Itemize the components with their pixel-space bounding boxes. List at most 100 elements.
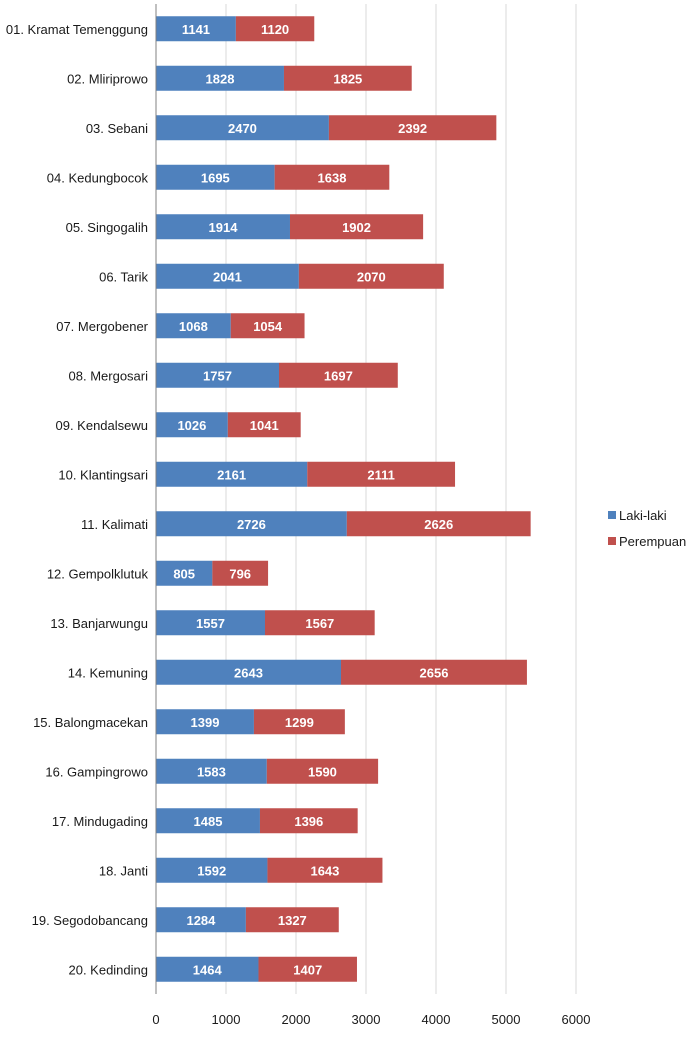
data-label-laki-laki-9: 1026 <box>177 418 206 433</box>
data-label-laki-laki-17: 1485 <box>194 814 223 829</box>
data-label-perempuan-18: 1643 <box>310 863 339 878</box>
category-label-1: 01. Kramat Temenggung <box>6 22 148 37</box>
data-label-laki-laki-5: 1914 <box>209 220 239 235</box>
bar-laki-laki-15 <box>156 709 254 735</box>
legend-label-laki-laki: Laki-laki <box>619 507 667 523</box>
data-label-laki-laki-15: 1399 <box>191 715 220 730</box>
bar-laki-laki-12 <box>156 560 213 586</box>
data-label-perempuan-5: 1902 <box>342 220 371 235</box>
data-label-laki-laki-8: 1757 <box>203 368 232 383</box>
bar-perempuan-11 <box>346 511 531 537</box>
data-label-laki-laki-12: 805 <box>173 566 195 581</box>
category-label-4: 04. Kedungbocok <box>47 170 149 185</box>
data-label-laki-laki-6: 2041 <box>213 269 242 284</box>
data-label-perempuan-20: 1407 <box>293 962 322 977</box>
category-label-12: 12. Gempolklutuk <box>47 566 149 581</box>
bar-perempuan-16 <box>266 758 379 784</box>
bar-laki-laki-6 <box>156 263 299 289</box>
bar-laki-laki-19 <box>156 907 246 933</box>
bar-perempuan-13 <box>264 610 375 636</box>
category-label-7: 07. Mergobener <box>56 319 148 334</box>
category-label-18: 18. Janti <box>99 863 148 878</box>
category-label-14: 14. Kemuning <box>68 665 148 680</box>
bar-perempuan-15 <box>253 709 345 735</box>
data-label-perempuan-2: 1825 <box>333 71 362 86</box>
data-label-laki-laki-11: 2726 <box>237 517 266 532</box>
bar-laki-laki-13 <box>156 610 265 636</box>
bar-perempuan-9 <box>227 412 301 438</box>
bar-perempuan-6 <box>298 263 444 289</box>
data-label-laki-laki-20: 1464 <box>193 962 223 977</box>
data-label-perempuan-1: 1120 <box>261 22 289 37</box>
bar-perempuan-1 <box>235 16 315 42</box>
data-label-laki-laki-1: 1141 <box>182 22 210 37</box>
data-label-perempuan-14: 2656 <box>420 665 449 680</box>
category-label-13: 13. Banjarwungu <box>50 616 148 631</box>
bar-perempuan-14 <box>341 659 527 685</box>
legend-item-laki-laki: Laki-laki <box>608 505 686 525</box>
bar-perempuan-17 <box>259 808 358 834</box>
legend-swatch-perempuan <box>608 537 616 545</box>
bar-laki-laki-2 <box>156 65 284 91</box>
x-tick-label-3000: 3000 <box>352 1012 381 1027</box>
bar-perempuan-10 <box>307 461 456 487</box>
bar-laki-laki-3 <box>156 115 329 141</box>
category-label-5: 05. Singogalih <box>66 220 148 235</box>
bar-perempuan-8 <box>278 362 398 388</box>
x-tick-label-5000: 5000 <box>492 1012 521 1027</box>
data-label-perempuan-10: 2111 <box>367 467 395 482</box>
category-label-8: 08. Mergosari <box>69 368 149 383</box>
data-label-perempuan-15: 1299 <box>285 715 314 730</box>
bar-perempuan-7 <box>230 313 305 339</box>
bar-laki-laki-11 <box>156 511 347 537</box>
data-label-perempuan-12: 796 <box>229 566 251 581</box>
legend-item-perempuan: Perempuan <box>608 531 686 551</box>
category-label-16: 16. Gampingrowo <box>45 764 148 779</box>
bar-laki-laki-7 <box>156 313 231 339</box>
data-label-perempuan-19: 1327 <box>278 913 307 928</box>
data-label-perempuan-17: 1396 <box>294 814 323 829</box>
data-label-perempuan-9: 1041 <box>250 418 279 433</box>
bar-laki-laki-10 <box>156 461 308 487</box>
x-tick-label-0: 0 <box>152 1012 159 1027</box>
data-label-laki-laki-7: 1068 <box>179 319 208 334</box>
bar-laki-laki-16 <box>156 758 267 784</box>
x-tick-label-2000: 2000 <box>282 1012 311 1027</box>
data-label-laki-laki-4: 1695 <box>201 170 230 185</box>
legend-swatch-laki-laki <box>608 511 616 519</box>
category-label-15: 15. Balongmacekan <box>33 715 148 730</box>
data-label-perempuan-6: 2070 <box>357 269 386 284</box>
data-label-perempuan-7: 1054 <box>253 319 283 334</box>
data-label-laki-laki-16: 1583 <box>197 764 226 779</box>
data-label-perempuan-13: 1567 <box>305 616 334 631</box>
bar-laki-laki-8 <box>156 362 279 388</box>
data-label-laki-laki-14: 2643 <box>234 665 263 680</box>
data-label-perempuan-8: 1697 <box>324 368 353 383</box>
bar-perempuan-19 <box>245 907 339 933</box>
category-label-10: 10. Klantingsari <box>58 467 148 482</box>
bar-perempuan-4 <box>274 164 390 190</box>
data-label-laki-laki-2: 1828 <box>206 71 235 86</box>
category-label-17: 17. Mindugading <box>52 814 148 829</box>
data-label-perempuan-3: 2392 <box>398 121 427 136</box>
x-tick-label-4000: 4000 <box>422 1012 451 1027</box>
bar-laki-laki-20 <box>156 956 259 982</box>
bar-laki-laki-4 <box>156 164 275 190</box>
data-label-perempuan-11: 2626 <box>424 517 453 532</box>
category-label-6: 06. Tarik <box>99 269 148 284</box>
bar-laki-laki-9 <box>156 412 228 438</box>
bar-laki-laki-14 <box>156 659 342 685</box>
data-label-laki-laki-10: 2161 <box>217 467 246 482</box>
bar-perempuan-5 <box>289 214 424 240</box>
category-label-2: 02. Mliriprowo <box>67 71 148 86</box>
data-label-laki-laki-3: 2470 <box>228 121 257 136</box>
legend-label-perempuan: Perempuan <box>619 533 687 549</box>
x-tick-label-1000: 1000 <box>212 1012 241 1027</box>
data-label-laki-laki-18: 1592 <box>197 863 226 878</box>
legend: Laki-laki Perempuan <box>608 505 686 557</box>
bar-perempuan-3 <box>328 115 497 141</box>
category-label-9: 09. Kendalsewu <box>55 418 148 433</box>
x-tick-label-6000: 6000 <box>562 1012 591 1027</box>
